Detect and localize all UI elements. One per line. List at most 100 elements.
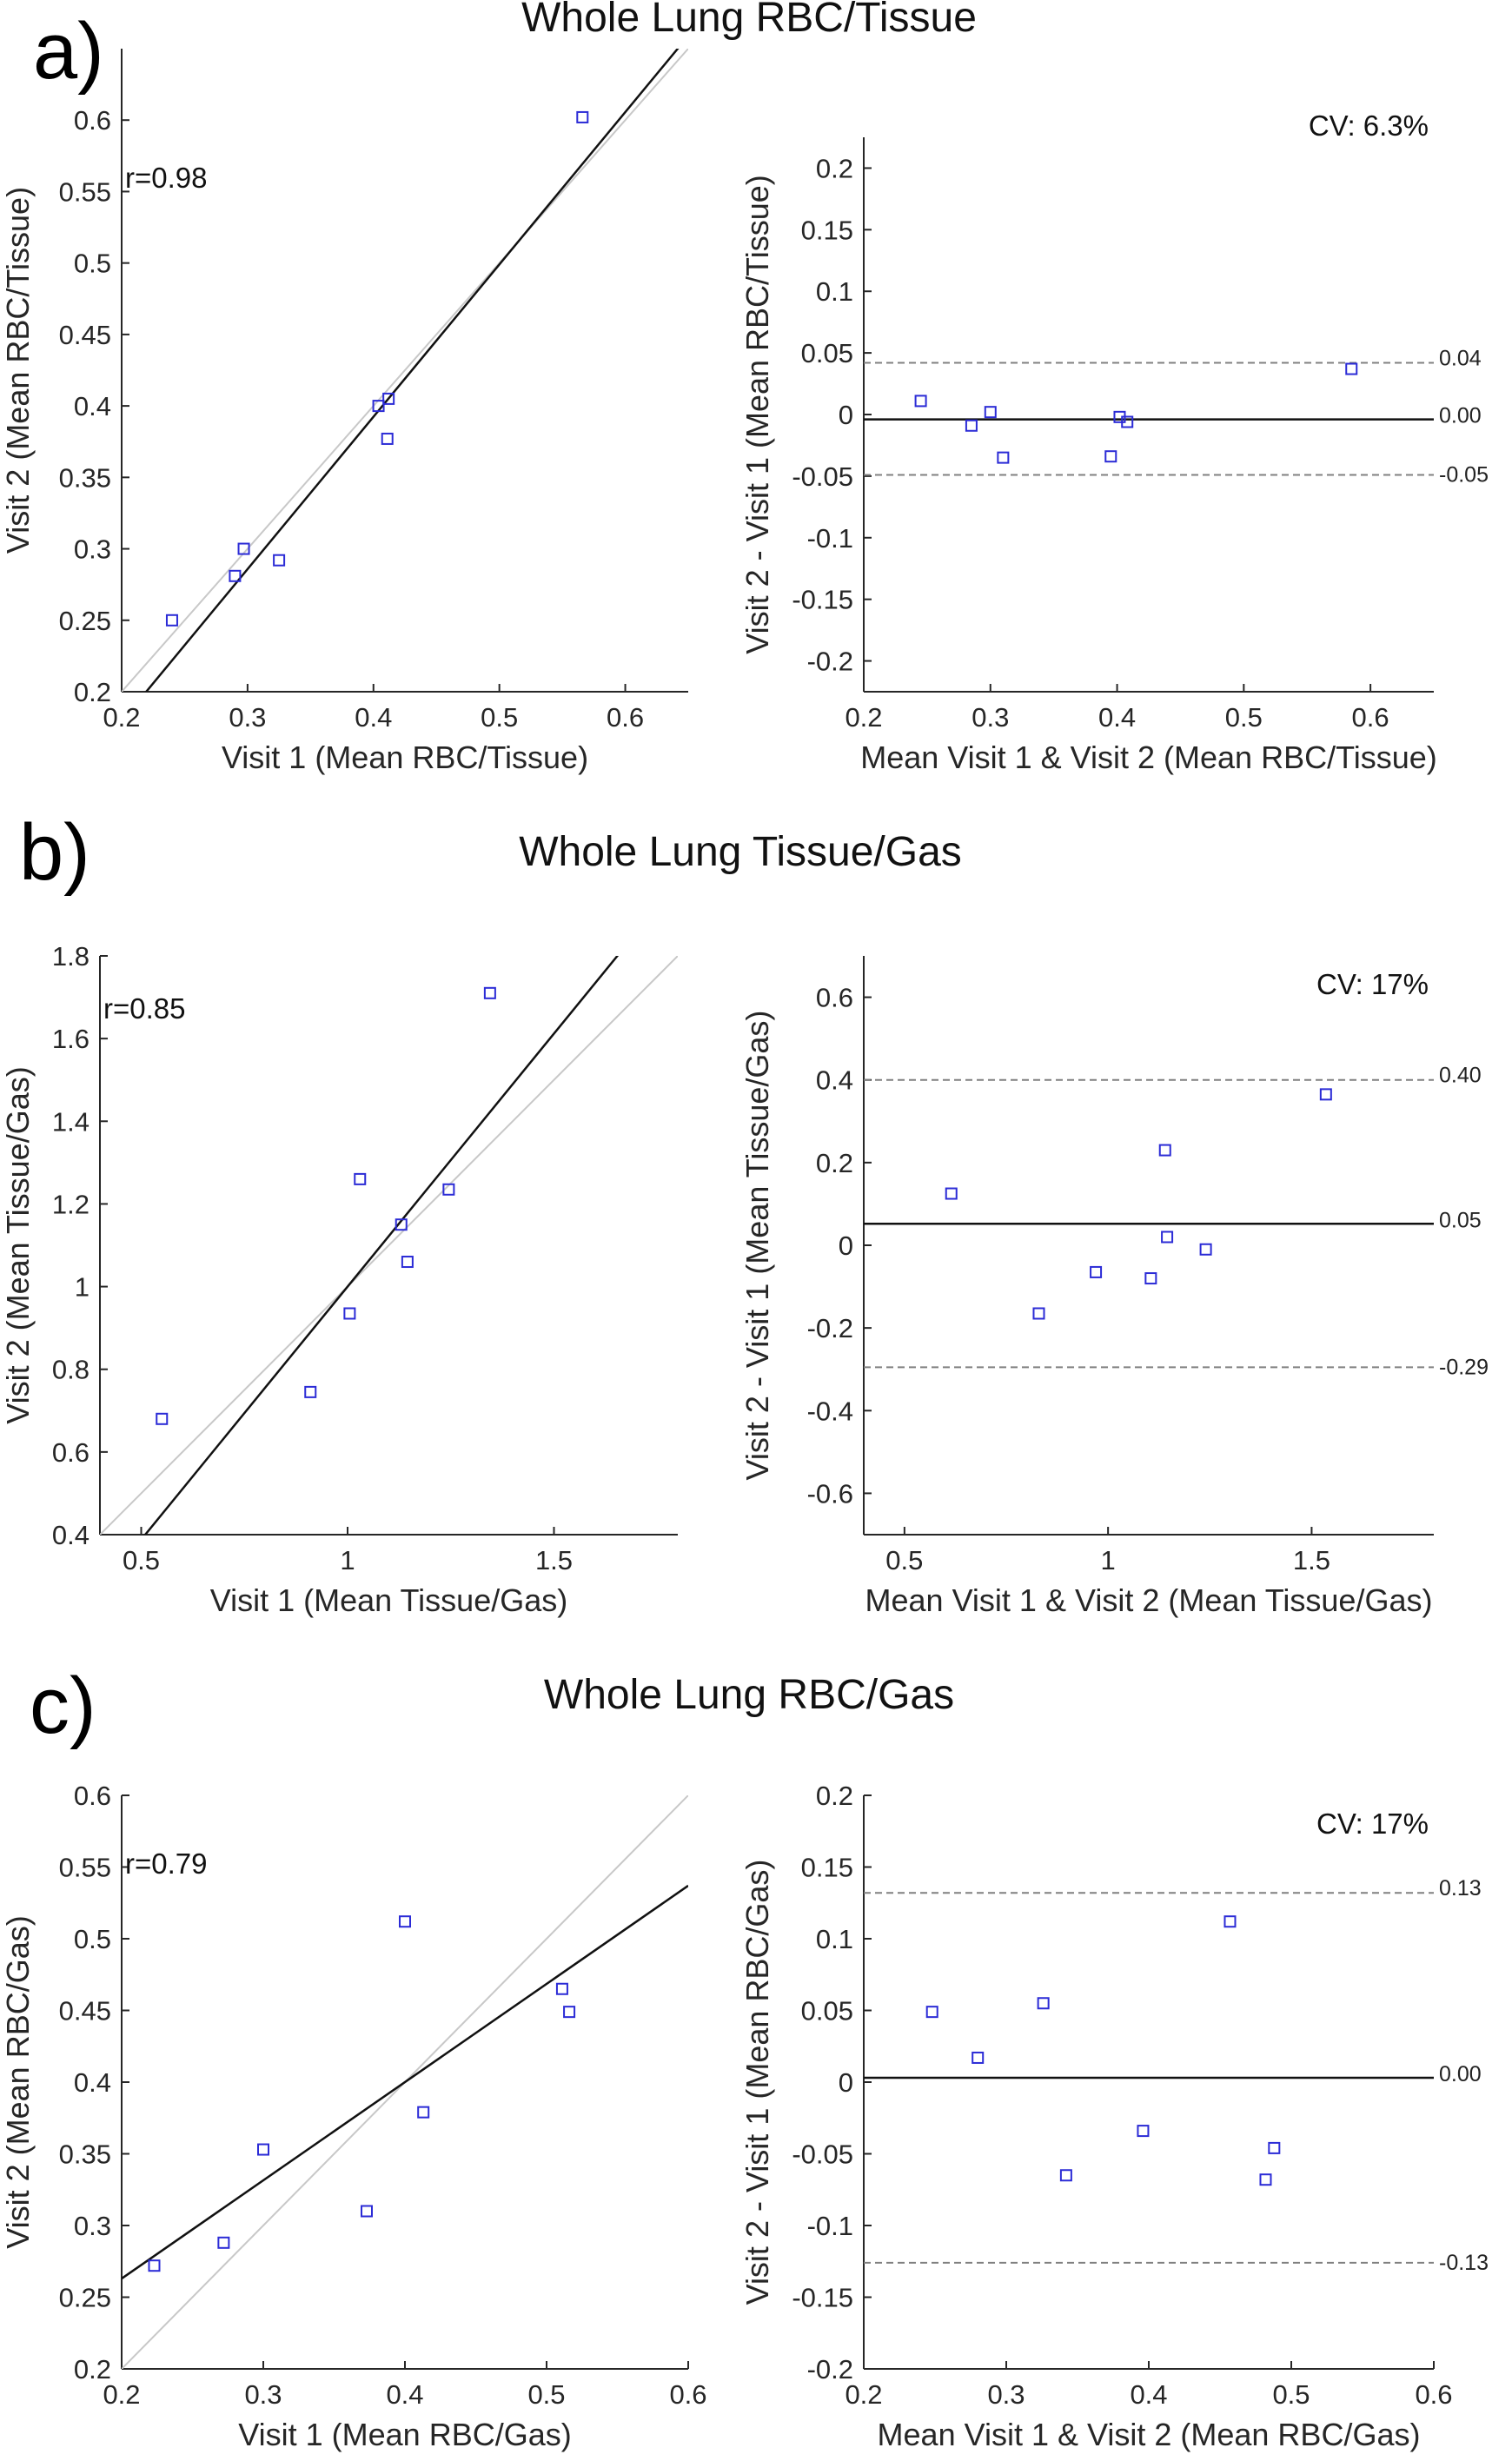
x-tick-label: 0.5 xyxy=(123,1545,160,1575)
y-tick-label: 1 xyxy=(75,1272,90,1303)
y-tick-label: 0.6 xyxy=(52,1437,90,1468)
identity-line xyxy=(122,49,688,692)
y-tick-label: 0.3 xyxy=(74,534,111,565)
data-point-a xyxy=(165,614,178,627)
data-point-b xyxy=(1158,1144,1171,1157)
y-tick-label: 0.4 xyxy=(74,391,111,421)
data-point-a xyxy=(229,569,242,582)
x-tick-label: 0.6 xyxy=(607,702,644,733)
y-tick-label: 0.45 xyxy=(59,1996,111,2027)
y-tick-label: 0.35 xyxy=(59,462,111,493)
y-tick-label: 0.6 xyxy=(816,983,853,1013)
data-point-b xyxy=(945,1187,958,1200)
data-point-c xyxy=(148,2259,161,2272)
y-tick-label: -0.2 xyxy=(807,2354,853,2385)
correlation-annotation: r=0.98 xyxy=(125,162,208,194)
data-point-b xyxy=(395,1218,408,1231)
correlation-annotation: r=0.79 xyxy=(125,1847,208,1880)
data-point-c xyxy=(1268,2141,1281,2154)
y-axis-label: Visit 2 (Mean RBC/Gas) xyxy=(0,1915,36,2248)
regression-line xyxy=(144,49,680,692)
regression-line xyxy=(143,956,620,1535)
y-tick-label: 0.45 xyxy=(59,320,111,350)
x-axis-label: Mean Visit 1 & Visit 2 (Mean RBC/Tissue) xyxy=(860,740,1437,775)
y-tick-label: 0 xyxy=(839,400,853,430)
data-point-a xyxy=(381,432,394,445)
data-point-b xyxy=(401,1256,414,1269)
mean-difference-label: 0.05 xyxy=(1439,1208,1482,1232)
data-point-c xyxy=(1037,1997,1050,2010)
data-point-c xyxy=(217,2236,230,2249)
y-tick-label: -0.6 xyxy=(807,1478,853,1509)
data-point-c xyxy=(257,2143,269,2156)
y-tick-label: -0.1 xyxy=(807,523,853,554)
x-tick-label: 0.4 xyxy=(355,702,392,733)
correlation-annotation: r=0.85 xyxy=(103,992,186,1025)
x-tick-label: 0.2 xyxy=(845,702,882,733)
upper-limit-label: 0.40 xyxy=(1439,1064,1482,1088)
y-tick-label: 0.15 xyxy=(801,1853,853,1883)
data-point-a xyxy=(237,542,250,555)
bland-altman-plot-c: 0.2 0.3 0.4 0.5 0.6 -0.2 -0.15 -0.1 -0.05 0 0.05 0.… xyxy=(739,1781,1489,2452)
x-tick-label: 0.6 xyxy=(669,2379,706,2410)
y-tick-label: -0.15 xyxy=(792,2283,853,2313)
data-point-a xyxy=(984,406,997,419)
y-tick-label: 0.2 xyxy=(74,2354,111,2385)
data-point-c xyxy=(360,2205,373,2218)
y-tick-label: 0.6 xyxy=(74,105,111,136)
cv-annotation: CV: 6.3% xyxy=(1309,109,1429,142)
scatter-plot-a: 0.2 0.3 0.4 0.5 0.6 0.2 0.25 0.3 0.35 0.4 0.45 0.5 0… xyxy=(0,49,688,775)
x-tick-label: 0.2 xyxy=(103,2379,140,2410)
data-point-b xyxy=(304,1385,317,1398)
data-point-b xyxy=(354,1172,367,1185)
y-tick-label: -0.05 xyxy=(792,461,853,492)
data-point-a xyxy=(372,400,385,413)
data-point-b xyxy=(343,1307,356,1320)
y-axis-label: Visit 2 - Visit 1 (Mean RBC/Gas) xyxy=(739,1860,775,2305)
x-tick-label: 0.5 xyxy=(1225,702,1263,733)
x-axis-label: Visit 1 (Mean RBC/Gas) xyxy=(238,2417,571,2452)
data-point-c xyxy=(925,2006,938,2019)
y-axis-label: Visit 2 (Mean Tissue/Gas) xyxy=(0,1066,36,1424)
x-tick-label: 0.2 xyxy=(103,702,140,733)
data-point-c xyxy=(1224,1915,1237,1928)
data-point-b xyxy=(483,986,496,999)
y-tick-label: 0.5 xyxy=(74,249,111,279)
y-tick-label: 0.25 xyxy=(59,606,111,636)
x-tick-label: 1.5 xyxy=(1293,1545,1330,1575)
data-point-c xyxy=(972,2051,985,2064)
x-tick-label: 0.4 xyxy=(1098,702,1136,733)
lower-limit-label: -0.13 xyxy=(1439,2251,1489,2275)
bland-altman-plot-b: 0.5 1 1.5 -0.6 -0.4 -0.2 0 0.2 0.4 0.6 Mean Visit … xyxy=(739,956,1489,1618)
upper-limit-label: 0.04 xyxy=(1439,346,1482,370)
data-point-a xyxy=(965,419,978,432)
panel-label-c: c) xyxy=(30,1662,96,1750)
y-tick-label: 0.6 xyxy=(74,1781,111,1811)
y-axis-label: Visit 2 (Mean RBC/Tissue) xyxy=(0,187,36,554)
data-point-a xyxy=(1345,362,1358,375)
y-tick-label: 0 xyxy=(839,2067,853,2098)
x-axis-label: Mean Visit 1 & Visit 2 (Mean RBC/Gas) xyxy=(878,2417,1421,2452)
data-point-b xyxy=(1319,1088,1332,1101)
y-tick-label: 0.2 xyxy=(74,677,111,707)
x-tick-label: 1 xyxy=(1101,1545,1116,1575)
y-tick-label: 1.8 xyxy=(52,941,90,972)
x-tick-label: 0.6 xyxy=(1415,2379,1452,2410)
data-point-c xyxy=(555,1982,568,1995)
lower-limit-label: -0.05 xyxy=(1439,462,1489,487)
panel-label-b: b) xyxy=(19,808,90,897)
x-tick-label: 0.3 xyxy=(972,702,1009,733)
y-tick-label: 0.55 xyxy=(59,176,111,207)
data-point-a xyxy=(914,395,927,408)
data-point-b xyxy=(1199,1243,1212,1256)
x-tick-label: 1 xyxy=(340,1545,355,1575)
x-tick-label: 0.3 xyxy=(244,2379,282,2410)
x-tick-label: 0.2 xyxy=(845,2379,882,2410)
panel-title-a: Whole Lung RBC/Tissue xyxy=(521,0,977,41)
y-tick-label: -0.2 xyxy=(807,1313,853,1343)
y-tick-label: 0.5 xyxy=(74,1924,111,1954)
cv-annotation: CV: 17% xyxy=(1316,1808,1429,1840)
x-tick-label: 0.5 xyxy=(885,1545,923,1575)
y-tick-label: 0.4 xyxy=(52,1520,90,1550)
